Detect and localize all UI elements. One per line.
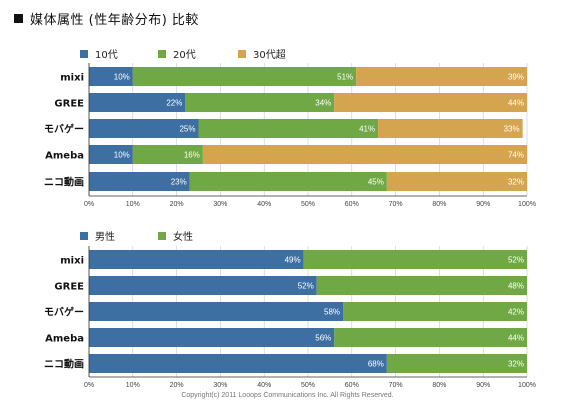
chart2-bar-segment bbox=[89, 276, 317, 295]
chart1-bar-segment bbox=[132, 67, 357, 86]
chart2-data-label: 44% bbox=[508, 334, 524, 343]
page-title: 媒体属性 (性年齢分布) 比較 bbox=[14, 9, 199, 28]
chart1-bar-segment bbox=[132, 145, 203, 164]
chart1-data-label: 74% bbox=[508, 151, 524, 160]
chart1-category-label: GREE bbox=[54, 99, 84, 110]
chart2-data-label: 52% bbox=[508, 256, 524, 265]
chart1-tick-label: 20% bbox=[170, 201, 184, 208]
chart2-bar-segment bbox=[303, 250, 527, 269]
chart1-data-label: 25% bbox=[179, 125, 195, 134]
chart2-data-label: 49% bbox=[285, 256, 301, 265]
chart1-category-label: モバゲー bbox=[44, 123, 84, 136]
chart1-legend-label: 10代 bbox=[95, 49, 118, 61]
chart1-bar-segment bbox=[378, 119, 523, 138]
chart1-data-label: 32% bbox=[508, 178, 524, 187]
chart1-tick-label: 50% bbox=[301, 201, 315, 208]
chart2-legend-label: 女性 bbox=[173, 230, 193, 243]
chart1-data-label: 16% bbox=[184, 151, 200, 160]
chart1-tick-label: 100% bbox=[518, 201, 536, 208]
chart1-bar-segment bbox=[89, 67, 133, 86]
chart2-bar-segment bbox=[316, 276, 527, 295]
chart1-tick-label: 0% bbox=[84, 201, 94, 208]
chart1-data-label: 23% bbox=[171, 178, 187, 187]
chart2-tick-label: 0% bbox=[84, 382, 94, 389]
chart1-tick-label: 90% bbox=[476, 201, 490, 208]
chart1-bar-segment bbox=[89, 145, 133, 164]
chart1-data-label: 34% bbox=[315, 99, 331, 108]
chart2-data-label: 56% bbox=[315, 334, 331, 343]
chart1-data-label: 10% bbox=[114, 73, 130, 82]
chart2-tick-label: 100% bbox=[518, 382, 536, 389]
chart1-data-label: 44% bbox=[508, 99, 524, 108]
chart1-tick-label: 40% bbox=[257, 201, 271, 208]
chart2-bar-segment bbox=[386, 354, 527, 373]
chart1-category-label: ニコ動画 bbox=[44, 176, 84, 189]
chart1-bar-segment bbox=[89, 93, 186, 112]
chart2-category-label: モバゲー bbox=[44, 306, 84, 319]
chart2-legend-label: 男性 bbox=[95, 230, 115, 243]
chart1-data-label: 22% bbox=[166, 99, 182, 108]
chart2-category-label: mixi bbox=[60, 256, 84, 267]
chart1-bar-segment bbox=[198, 119, 379, 138]
chart2-bar-segment bbox=[334, 328, 527, 347]
chart2-tick-label: 10% bbox=[126, 382, 140, 389]
chart1-bar-segment bbox=[334, 93, 527, 112]
chart2-bar-segment bbox=[89, 328, 335, 347]
chart1-bar-segment bbox=[386, 172, 527, 191]
chart2-bar-segment bbox=[89, 354, 387, 373]
chart2-category-label: GREE bbox=[54, 282, 84, 293]
chart2-category-label: ニコ動画 bbox=[44, 358, 84, 371]
chart2-tick-label: 30% bbox=[213, 382, 227, 389]
chart2-tick-label: 50% bbox=[301, 382, 315, 389]
page-title-text: 媒体属性 (性年齢分布) 比較 bbox=[30, 13, 199, 28]
chart1-bar-segment bbox=[189, 172, 387, 191]
chart1-data-label: 51% bbox=[337, 73, 353, 82]
chart1-legend-swatch bbox=[238, 50, 246, 58]
chart1-tick-label: 30% bbox=[213, 201, 227, 208]
chart1-data-label: 39% bbox=[508, 73, 524, 82]
chart2-category-label: Ameba bbox=[45, 334, 84, 345]
chart2-tick-label: 40% bbox=[257, 382, 271, 389]
chart2-legend-swatch bbox=[80, 232, 88, 240]
chart1-tick-label: 10% bbox=[126, 201, 140, 208]
chart2-data-label: 58% bbox=[324, 308, 340, 317]
chart1-tick-label: 70% bbox=[389, 201, 403, 208]
chart2-legend-swatch bbox=[158, 232, 166, 240]
chart2-tick-label: 80% bbox=[432, 382, 446, 389]
chart1-bar-segment bbox=[356, 67, 527, 86]
chart2-tick-label: 60% bbox=[345, 382, 359, 389]
title-bullet-icon bbox=[14, 14, 23, 23]
chart2-tick-label: 70% bbox=[389, 382, 403, 389]
chart1-category-label: mixi bbox=[60, 73, 84, 84]
chart1-bar-segment bbox=[89, 172, 190, 191]
chart2-data-label: 32% bbox=[508, 360, 524, 369]
chart1-data-label: 10% bbox=[114, 151, 130, 160]
chart2-data-label: 68% bbox=[368, 360, 384, 369]
chart1-tick-label: 80% bbox=[432, 201, 446, 208]
chart1-legend-swatch bbox=[158, 50, 166, 58]
chart1-tick-label: 60% bbox=[345, 201, 359, 208]
chart2-tick-label: 20% bbox=[170, 382, 184, 389]
copyright-footer: Copyright(c) 2011 Looops Communications … bbox=[181, 392, 394, 399]
chart2-tick-label: 90% bbox=[476, 382, 490, 389]
chart1-legend-label: 20代 bbox=[173, 49, 196, 61]
chart1-bar-segment bbox=[202, 145, 527, 164]
chart2-data-label: 52% bbox=[298, 282, 314, 291]
chart2-bar-segment bbox=[89, 302, 344, 321]
chart2-data-label: 48% bbox=[508, 282, 524, 291]
chart1-legend-swatch bbox=[80, 50, 88, 58]
chart1-bar-segment bbox=[185, 93, 335, 112]
chart1-data-label: 45% bbox=[368, 178, 384, 187]
chart1-bar-segment bbox=[89, 119, 199, 138]
chart1-data-label: 33% bbox=[504, 125, 520, 134]
chart1-legend-label: 30代超 bbox=[253, 48, 286, 61]
chart2-data-label: 42% bbox=[508, 308, 524, 317]
chart2-bar-segment bbox=[89, 250, 304, 269]
chart2-bar-segment bbox=[343, 302, 527, 321]
chart1-category-label: Ameba bbox=[45, 151, 84, 162]
chart1-data-label: 41% bbox=[359, 125, 375, 134]
